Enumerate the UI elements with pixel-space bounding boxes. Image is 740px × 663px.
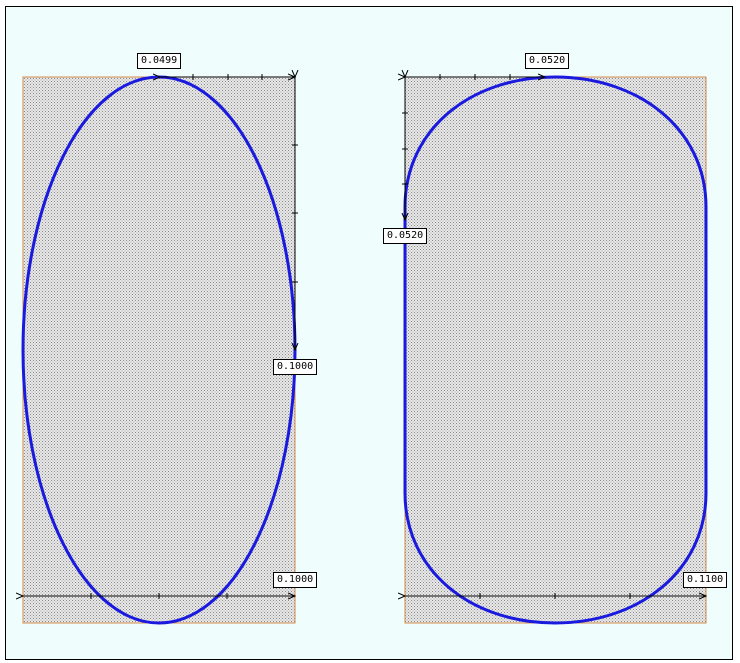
left-top-dimension-label: 0.0499 [137,53,182,69]
right-panel [404,76,707,624]
right-stadium-outline [403,75,708,625]
right-top-dimension-label: 0.0520 [525,53,570,69]
left-right-dimension-label: 0.1000 [273,359,318,375]
left-top-dim-ticks [192,74,263,80]
left-right-dim-ticks [292,144,298,283]
right-top-dim-ticks [439,74,511,80]
left-bottom-dimension-label: 0.1000 [273,572,318,588]
right-left-dimension-label: 0.0520 [383,228,428,244]
right-bottom-dimension-label: 0.1100 [683,572,728,588]
left-bottom-dim-ticks [90,593,228,599]
left-panel [22,76,296,624]
right-bottom-dim-ticks [479,593,631,599]
right-left-dim-ticks [402,112,408,185]
